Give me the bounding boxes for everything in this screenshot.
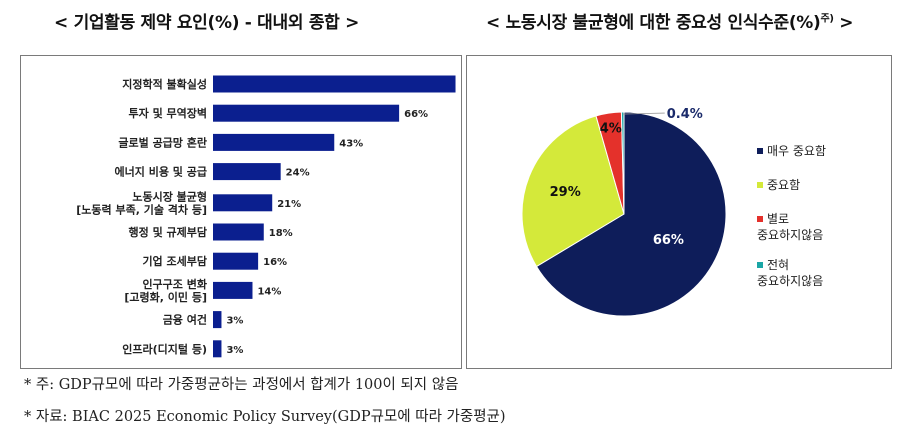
pie-leader-line-3 (622, 112, 665, 115)
bar-8 (213, 311, 222, 329)
legend-label-3: 전혀 중요하지않음 (757, 258, 823, 288)
pie-chart-title-close: > (833, 13, 854, 33)
bar-category-label-1: 투자 및 무역장벽 (129, 106, 208, 120)
bar-category-label-4: 노동시장 불균형 [노동력 부족, 기술 격차 등] (76, 189, 207, 216)
bar-6 (213, 252, 259, 270)
bar-chart-title: < 기업활동 제약 요인(%) - 대내외 종합 > (54, 13, 360, 33)
legend-label-1: 중요함 (767, 178, 800, 192)
legend-swatch-2 (757, 216, 763, 222)
bar-4 (213, 194, 273, 212)
bar-category-label-6: 기업 조세부담 (142, 254, 207, 268)
bar-0 (213, 75, 456, 93)
bar-value-label-4: 21% (277, 199, 301, 210)
pie-slice-label-3: 0.4% (667, 107, 703, 122)
legend-label-2: 별로 중요하지않음 (757, 212, 823, 242)
bar-value-label-7: 14% (257, 286, 281, 297)
bar-value-label-3: 24% (286, 168, 310, 179)
pie-slice-label-0: 66% (653, 233, 684, 248)
bar-category-label-3: 에너지 비용 및 공급 (115, 165, 207, 179)
pie-slice-0 (535, 111, 727, 317)
bar-value-label-6: 16% (263, 257, 287, 268)
bar-7 (213, 281, 253, 299)
bar-category-label-9: 인프라(디지털 등) (122, 342, 207, 356)
bar-9 (213, 340, 222, 358)
legend-swatch-0 (757, 148, 763, 154)
footnote-source: * 자료: BIAC 2025 Economic Policy Survey(G… (24, 409, 506, 425)
bar-value-label-2: 43% (339, 138, 363, 149)
bar-category-label-7: 인구구조 변화 [고령화, 이민 등] (124, 277, 207, 304)
bar-category-label-0: 지정학적 불확실성 (122, 77, 207, 91)
bar-value-label-8: 3% (226, 316, 243, 327)
pie-slice-3 (620, 111, 625, 215)
pie-chart-title-text: < 노동시장 불균형에 대한 중요성 인식수준(%) (486, 13, 821, 33)
legend-swatch-3 (757, 262, 763, 268)
legend-swatch-1 (757, 182, 763, 188)
bar-category-label-2: 글로벌 공급망 혼란 (118, 135, 207, 149)
pie-slice-label-2: 4% (600, 121, 622, 136)
pie-slice-1 (521, 115, 625, 268)
legend-label-0: 매우 중요함 (767, 144, 826, 158)
bar-1 (213, 104, 400, 122)
bar-5 (213, 223, 264, 241)
bar-3 (213, 163, 281, 181)
footnote-note: * 주: GDP규모에 따라 가중평균하는 과정에서 합계가 100이 되지 않… (24, 377, 459, 393)
pie-chart-title-footnote-mark: 주) (820, 13, 834, 25)
bar-2 (213, 133, 335, 151)
bar-category-label-5: 행정 및 규제부담 (129, 225, 208, 239)
pie-chart-title: < 노동시장 불균형에 대한 중요성 인식수준(%)주) > (486, 8, 854, 33)
pie-slice-label-1: 29% (550, 185, 581, 200)
bar-value-label-5: 18% (269, 228, 293, 239)
bar-value-label-9: 3% (226, 345, 243, 356)
bar-value-label-1: 66% (404, 109, 428, 120)
bar-category-label-8: 금융 여건 (163, 313, 207, 327)
